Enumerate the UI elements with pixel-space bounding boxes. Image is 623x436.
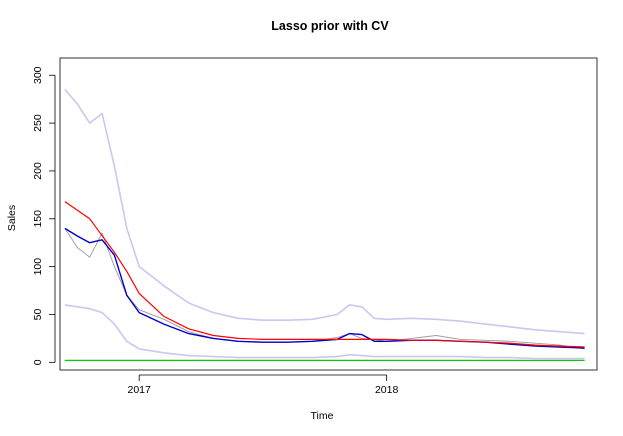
y-tick-label: 250	[32, 114, 44, 132]
y-tick-label: 50	[32, 308, 44, 320]
y-tick-label: 100	[32, 258, 44, 276]
chart-title: Lasso prior with CV	[271, 19, 389, 33]
y-axis-label: Sales	[6, 205, 18, 231]
series-forecast	[64, 227, 585, 349]
series-trend	[64, 201, 585, 348]
series-layer	[64, 89, 585, 361]
plot-frame	[59, 57, 598, 371]
y-tick-label: 0	[32, 359, 44, 365]
series-observed	[64, 228, 585, 350]
x-axis-label: Time	[311, 410, 334, 422]
y-tick-label: 200	[32, 162, 44, 180]
y-axis: 0 50 100 150 200 250 300	[32, 66, 56, 365]
x-tick-label: 2017	[128, 384, 152, 396]
y-tick-label: 150	[32, 210, 44, 228]
y-tick-label: 300	[32, 66, 44, 84]
x-axis: 2017 2018	[128, 374, 399, 396]
x-tick-label: 2018	[375, 384, 399, 396]
series-interval-lower	[64, 304, 585, 360]
series-interval-upper	[64, 89, 585, 335]
